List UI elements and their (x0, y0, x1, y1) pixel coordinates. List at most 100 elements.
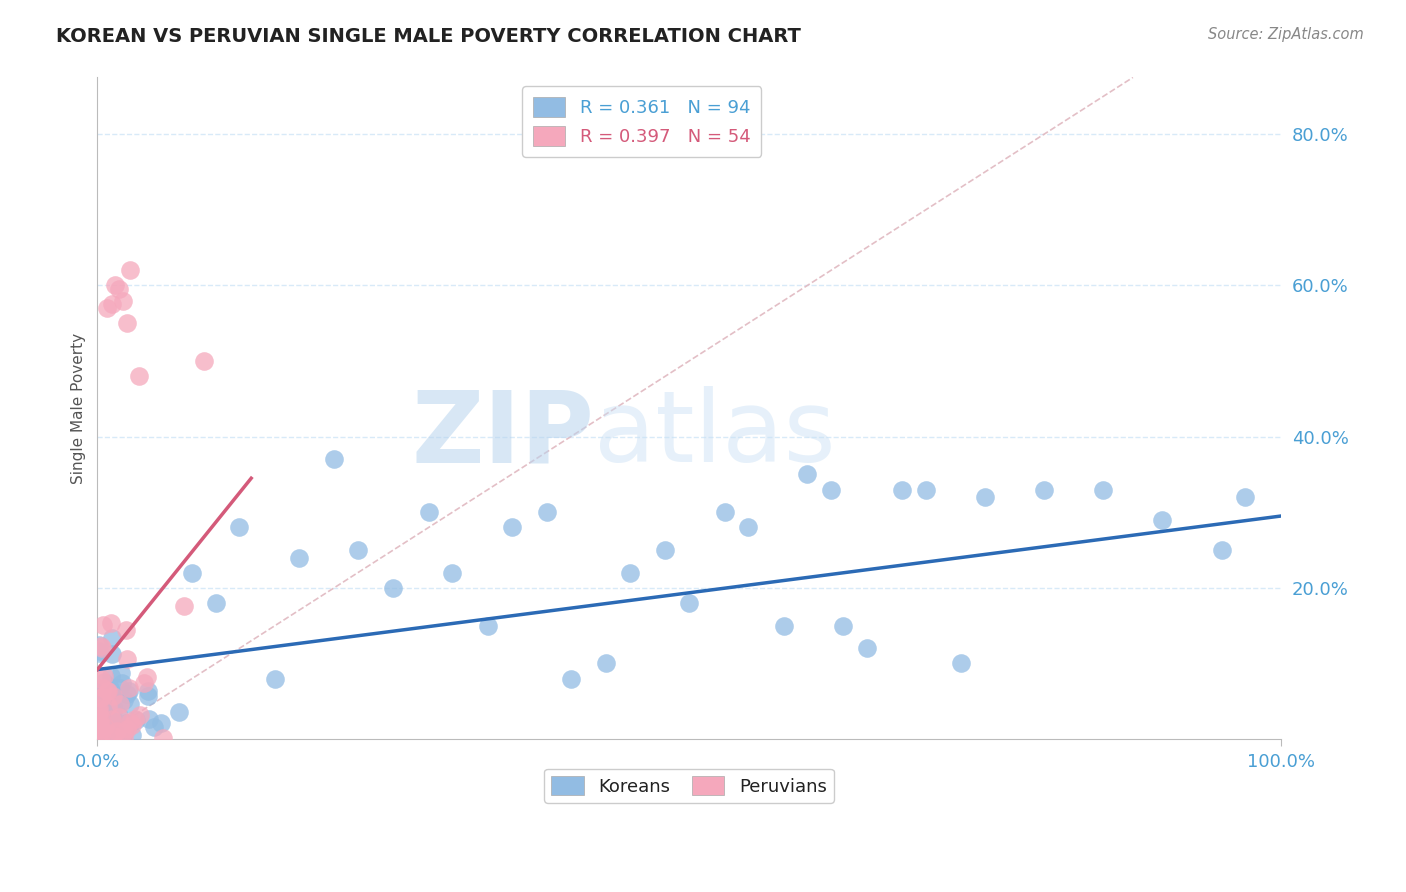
Point (115, 316, 138, 330)
Point (87, 711, 110, 725)
Point (346, 543, 368, 558)
Point (138, 684, 160, 698)
Point (112, 724, 135, 739)
Point (101, 713, 124, 727)
Point (112, 692, 135, 706)
Point (87, 717, 110, 731)
Point (96, 723, 118, 737)
Point (101, 714, 124, 728)
Point (96, 719, 118, 733)
Point (173, 599, 195, 614)
Point (89, 728, 111, 742)
Point (91, 681, 114, 696)
Point (118, 698, 141, 712)
Point (115, 715, 138, 730)
Point (1092, 483, 1115, 497)
Point (104, 727, 127, 741)
Point (796, 467, 818, 482)
Point (114, 721, 136, 735)
Point (100, 705, 122, 719)
Point (112, 293, 135, 308)
Point (132, 675, 155, 690)
Point (90, 729, 112, 743)
Point (1211, 543, 1233, 558)
Point (150, 715, 173, 730)
Point (323, 452, 346, 467)
Point (87, 714, 110, 728)
Text: KOREAN VS PERUVIAN SINGLE MALE POVERTY CORRELATION CHART: KOREAN VS PERUVIAN SINGLE MALE POVERTY C… (56, 27, 801, 45)
Point (125, 713, 148, 727)
Point (595, 657, 617, 671)
Text: ZIP: ZIP (412, 386, 595, 483)
Point (112, 725, 135, 739)
Point (974, 490, 997, 504)
Point (97, 679, 120, 693)
Point (129, 707, 152, 722)
Point (143, 720, 166, 734)
Point (98, 714, 121, 728)
Point (1234, 490, 1257, 504)
Point (103, 687, 125, 701)
Point (100, 669, 122, 683)
Point (138, 712, 160, 726)
Point (418, 505, 440, 519)
Point (87, 721, 110, 735)
Point (112, 731, 135, 745)
Point (101, 631, 124, 645)
Point (678, 596, 700, 610)
Point (94, 720, 117, 734)
Point (713, 505, 735, 519)
Point (950, 657, 973, 671)
Point (97, 680, 120, 694)
Point (619, 566, 641, 580)
Point (98, 730, 121, 744)
Y-axis label: Single Male Poverty: Single Male Poverty (72, 333, 86, 483)
Point (91, 714, 114, 728)
Point (832, 618, 855, 632)
Point (97, 683, 120, 698)
Point (108, 698, 131, 712)
Legend: Koreans, Peruvians: Koreans, Peruvians (544, 769, 834, 803)
Point (204, 596, 226, 610)
Point (94, 694, 117, 708)
Point (87, 700, 110, 714)
Point (115, 687, 138, 701)
Point (90, 723, 112, 737)
Point (228, 520, 250, 534)
Point (124, 712, 146, 726)
Point (654, 543, 676, 558)
Point (120, 714, 142, 729)
Point (96, 684, 118, 698)
Point (737, 520, 759, 534)
Point (121, 728, 143, 742)
Point (87, 644, 110, 658)
Point (100, 698, 122, 713)
Point (114, 623, 136, 637)
Point (90, 672, 112, 686)
Point (108, 681, 131, 696)
Point (87, 638, 110, 652)
Point (1152, 513, 1174, 527)
Point (560, 672, 582, 686)
Point (89, 710, 111, 724)
Point (89, 691, 111, 706)
Point (110, 666, 132, 681)
Point (103, 724, 125, 739)
Point (101, 699, 124, 714)
Point (111, 728, 134, 742)
Point (100, 712, 122, 726)
Text: Source: ZipAtlas.com: Source: ZipAtlas.com (1208, 27, 1364, 42)
Point (101, 704, 124, 718)
Point (115, 652, 138, 666)
Point (128, 369, 150, 384)
Point (855, 641, 877, 656)
Point (87, 727, 110, 741)
Point (101, 690, 124, 704)
Point (100, 726, 122, 740)
Point (136, 689, 159, 703)
Point (115, 723, 138, 737)
Point (96, 731, 118, 745)
Point (107, 282, 129, 296)
Point (501, 520, 523, 534)
Text: atlas: atlas (595, 386, 837, 483)
